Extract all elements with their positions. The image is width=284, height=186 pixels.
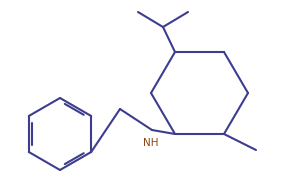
Text: NH: NH <box>143 138 159 148</box>
